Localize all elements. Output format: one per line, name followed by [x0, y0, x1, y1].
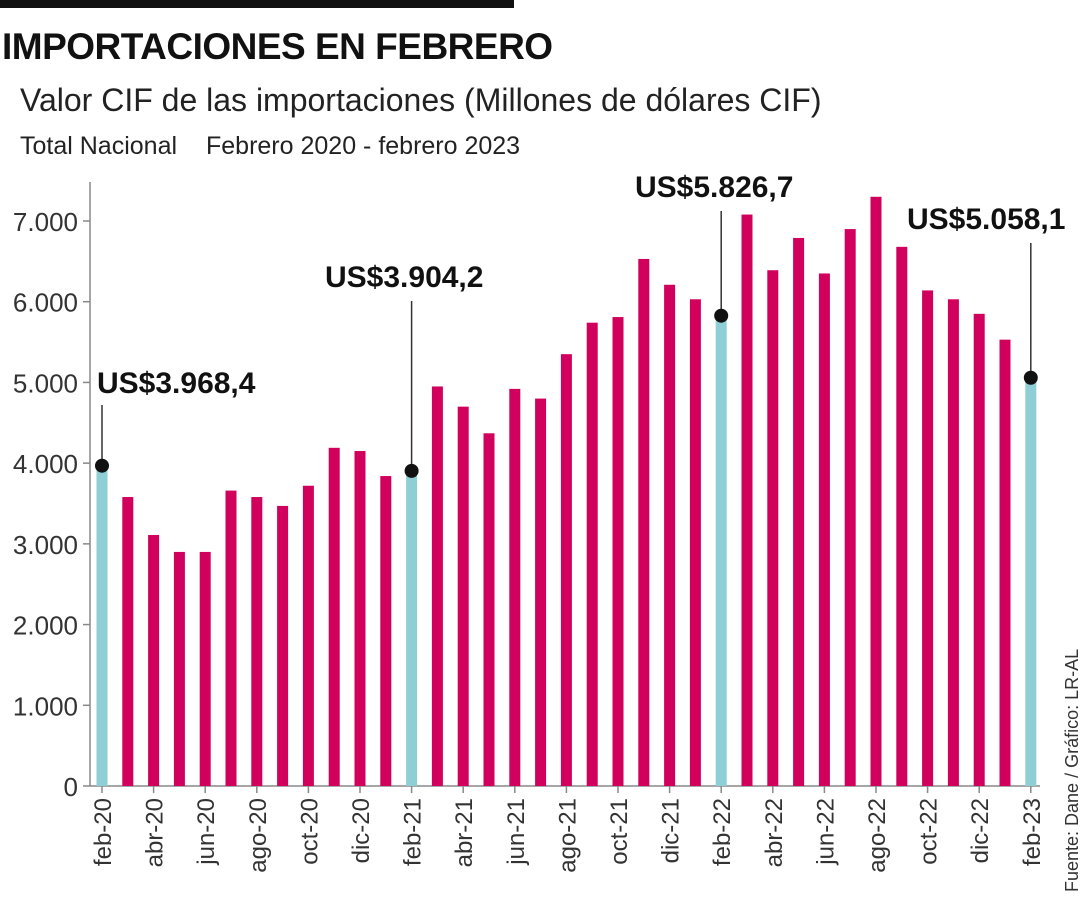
x-tick-label: ago-22: [864, 798, 891, 873]
x-tick-label: jun-21: [503, 798, 530, 866]
x-tick-label: abr-20: [142, 798, 169, 867]
x-tick-label: oct-21: [606, 798, 633, 865]
bar: [689, 299, 701, 786]
y-tick-label: 6.000: [13, 288, 78, 318]
x-tick-label: feb-22: [709, 798, 736, 866]
bar: [715, 315, 727, 786]
annotation-label: US$5.058,1: [907, 203, 1065, 236]
annotation-marker: [95, 458, 109, 473]
x-tick-label: abr-22: [761, 798, 788, 867]
bar: [818, 273, 830, 786]
bar: [1025, 377, 1037, 786]
x-tick-label: feb-23: [1019, 798, 1046, 866]
chart-scope: Total Nacional: [20, 132, 178, 160]
bar: [483, 433, 495, 786]
x-tick-label: jun-22: [812, 798, 839, 866]
bar: [509, 388, 521, 786]
bar: [431, 386, 443, 786]
bar: [173, 551, 185, 786]
bar: [741, 214, 753, 787]
bar: [277, 505, 289, 786]
chart-period: Febrero 2020 - febrero 2023: [206, 132, 521, 160]
bar: [844, 229, 856, 787]
bar: [612, 317, 624, 786]
y-tick-label: 4.000: [13, 449, 78, 479]
x-tick-label: feb-20: [90, 798, 117, 866]
bar: [999, 339, 1011, 786]
bar: [354, 451, 366, 786]
bar: [586, 322, 598, 786]
bar: [922, 290, 934, 786]
y-tick-label: 0: [64, 772, 78, 802]
annotation-label: US$5.826,7: [635, 171, 793, 204]
chart-title: IMPORTACIONES EN FEBRERO: [2, 26, 553, 67]
annotation-marker: [404, 463, 419, 478]
x-tick-label: dic-21: [658, 798, 685, 863]
bar: [380, 476, 392, 786]
y-tick-label: 5.000: [13, 368, 78, 398]
bar: [767, 270, 779, 786]
bar: [973, 313, 985, 786]
x-tick-label: oct-22: [916, 798, 943, 865]
bar: [896, 246, 908, 787]
bar: [793, 237, 805, 786]
x-tick-label: dic-20: [348, 798, 375, 863]
chart-subtitle: Valor CIF de las importaciones (Millones…: [20, 82, 822, 118]
bar: [122, 497, 134, 786]
annotation-marker: [1023, 370, 1038, 385]
bar: [199, 551, 211, 786]
x-tick-label: ago-21: [554, 798, 581, 873]
bar: [302, 485, 314, 786]
bar: [251, 497, 263, 786]
y-tick-label: 3.000: [13, 530, 78, 560]
y-tick-label: 1.000: [13, 691, 78, 721]
x-tick-label: feb-21: [400, 798, 427, 866]
bar: [560, 354, 572, 786]
annotation-marker: [714, 308, 729, 323]
top-rule: [0, 0, 514, 8]
x-tick-label: abr-21: [451, 798, 478, 867]
bar: [664, 284, 676, 786]
annotation-label: US$3.968,4: [97, 367, 256, 400]
bar: [96, 465, 108, 786]
bar: [225, 490, 237, 786]
annotation-label: US$3.904,2: [325, 261, 483, 294]
bar: [535, 398, 547, 786]
y-tick-label: 7.000: [13, 207, 78, 237]
bar: [328, 447, 340, 786]
bar: [947, 299, 959, 786]
y-tick-label: 2.000: [13, 611, 78, 641]
bar: [406, 470, 418, 786]
bar: [148, 534, 160, 786]
bar: [638, 258, 650, 787]
source-note: Fuente: Dane / Gráfico: LR-AL: [1062, 648, 1080, 892]
x-tick-label: jun-20: [193, 798, 220, 866]
x-tick-label: ago-20: [245, 798, 272, 873]
x-tick-label: oct-20: [296, 798, 323, 865]
x-tick-label: dic-22: [967, 798, 994, 863]
bar: [457, 406, 469, 786]
bar: [870, 196, 882, 787]
